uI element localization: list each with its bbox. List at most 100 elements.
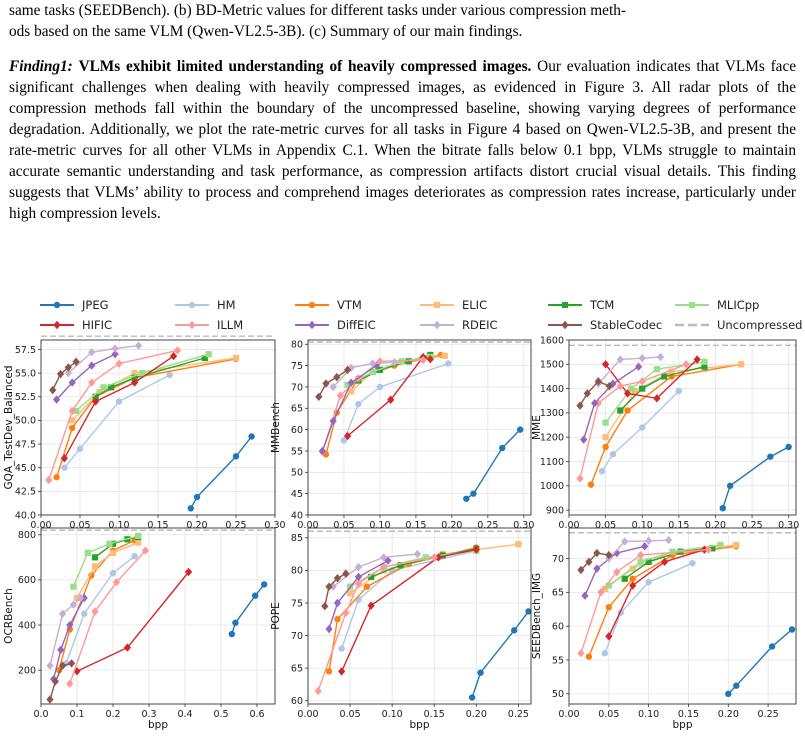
legend-item: ILLM	[175, 318, 243, 332]
data-point	[621, 575, 628, 582]
series-line	[582, 366, 639, 440]
series-line	[63, 355, 174, 459]
y-tick-label: 50.0	[15, 416, 36, 427]
data-point	[173, 346, 182, 355]
data-point	[737, 361, 745, 368]
series-diffeic	[580, 362, 643, 444]
data-point	[109, 569, 117, 577]
x-axis-label: bpp	[673, 719, 693, 731]
data-point	[594, 398, 602, 408]
series-line	[343, 362, 449, 441]
x-tick-label: 0.15	[424, 709, 445, 720]
legend-label: TCM	[589, 298, 614, 312]
y-tick-label: 65	[552, 588, 564, 599]
series-line	[190, 436, 253, 509]
data-point	[733, 682, 740, 689]
data-point	[376, 383, 384, 391]
data-point	[134, 341, 143, 350]
y-axis-label: GQA_TestDev_Balanced	[3, 365, 15, 489]
plot-area	[308, 340, 531, 515]
data-point	[638, 354, 646, 363]
data-point	[675, 387, 683, 395]
y-tick-label: 1400	[540, 384, 564, 395]
x-tick-label: 0.05	[595, 520, 616, 531]
data-point	[499, 444, 506, 452]
data-point	[170, 351, 178, 361]
y-tick-label: 80	[291, 340, 303, 351]
series-illm	[45, 346, 182, 485]
data-point	[602, 434, 609, 441]
data-point	[343, 365, 352, 375]
series-tcm	[92, 354, 208, 400]
y-tick-label: 1600	[540, 335, 564, 346]
legend-marker	[308, 301, 316, 309]
data-point	[709, 545, 716, 552]
x-tick-label: 0.10	[382, 709, 403, 720]
y-tick-label: 57.5	[15, 345, 36, 356]
y-tick-label: 80	[291, 566, 303, 577]
x-tick-label: 0.25	[477, 520, 498, 531]
series-line	[347, 356, 431, 437]
data-point	[88, 348, 96, 357]
x-tick-label: 0.00	[30, 520, 51, 531]
y-tick-label: 1500	[540, 360, 564, 371]
data-point	[689, 560, 696, 567]
data-point	[372, 361, 380, 370]
series-line	[321, 365, 377, 452]
chart-panel: 0.0 0.1 0.2 0.3 0.4 0.5 0.6 200 400 600 800 bpp OCRB…	[3, 527, 276, 731]
x-tick-label: 0.25	[225, 520, 246, 531]
data-point	[605, 604, 613, 611]
data-point	[510, 627, 518, 634]
data-point	[261, 581, 268, 588]
series-line	[318, 369, 348, 398]
data-point	[693, 355, 701, 364]
data-point	[68, 406, 76, 416]
data-point	[88, 361, 96, 370]
finding-label: Finding1:	[9, 58, 73, 75]
series-line	[49, 662, 72, 700]
data-point	[109, 549, 117, 556]
data-point	[354, 562, 363, 572]
data-point	[185, 567, 193, 577]
data-point	[131, 553, 138, 560]
series-line	[69, 550, 146, 684]
legend-marker	[561, 320, 569, 330]
x-tick-label: 0.00	[297, 520, 318, 531]
y-axis-label: POPE	[270, 602, 282, 630]
x-axis-label: bpp	[148, 719, 168, 731]
series-hific	[338, 545, 480, 676]
data-point	[653, 366, 660, 373]
legend-label: StableCodec	[590, 318, 662, 332]
legend-marker	[53, 301, 61, 309]
series-line	[324, 572, 347, 607]
data-point	[347, 378, 355, 387]
data-point	[354, 579, 363, 588]
x-tick-label: 0.5	[213, 709, 228, 720]
rate-metric-figure: JPEG HM VTM ELIC TCM MLICpp HIFIC ILLM DiffEIC RD…	[3, 298, 802, 731]
data-point	[342, 569, 350, 578]
series-line	[584, 545, 645, 596]
data-point	[605, 381, 613, 391]
data-point	[668, 368, 675, 375]
data-point	[201, 354, 208, 362]
caption-line: same tasks (SEEDBench). (b) BD-Metric va…	[9, 2, 626, 19]
legend-item: TCM	[548, 298, 614, 312]
chart-panel: 0.00 0.05 0.10 0.15 0.20 0.25 50 55 60 65 70 bpp SEE…	[531, 527, 797, 731]
data-point	[717, 541, 724, 549]
data-point	[602, 443, 609, 451]
data-point	[45, 475, 53, 485]
data-point	[602, 419, 609, 426]
x-tick-label: 0.20	[718, 709, 739, 720]
x-tick-label: 0.4	[177, 709, 192, 720]
y-tick-label: 1000	[540, 481, 564, 492]
data-point	[51, 677, 59, 686]
data-point	[91, 607, 99, 616]
data-point	[49, 385, 57, 395]
data-point	[205, 351, 212, 358]
y-tick-label: 55.0	[15, 368, 36, 379]
axes-frame	[568, 527, 797, 705]
series-mlicpp	[70, 532, 142, 590]
data-point	[369, 368, 376, 376]
data-point	[135, 532, 142, 539]
data-point	[629, 581, 637, 590]
